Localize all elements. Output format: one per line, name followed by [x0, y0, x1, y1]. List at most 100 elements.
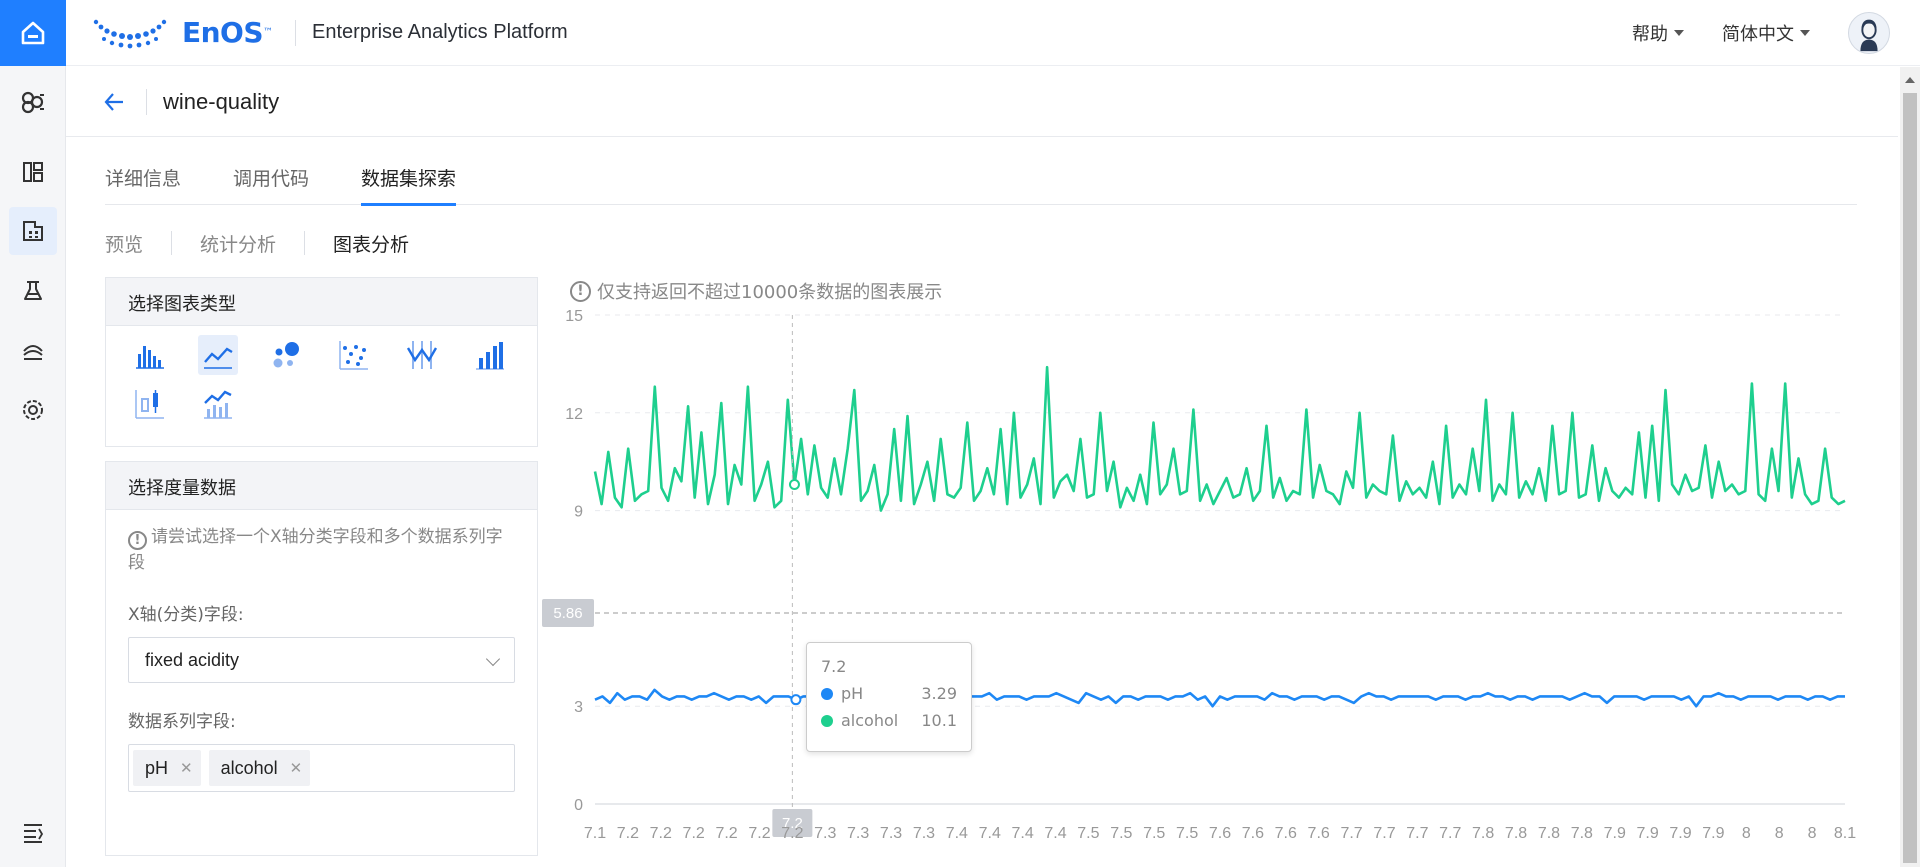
x-tick-label: 7.8 [1538, 825, 1560, 842]
help-menu[interactable]: 帮助 [1632, 20, 1684, 46]
subtab-statistics[interactable]: 统计分析 [200, 233, 277, 256]
x-tick-label: 7.2 [748, 825, 770, 842]
x-tick-label: 7.2 [617, 825, 639, 842]
series-field-label: 数据系列字段: [128, 712, 236, 732]
user-avatar-icon [1849, 13, 1889, 53]
x-pointer-badge [772, 809, 813, 837]
x-tick-label: 7.5 [1143, 825, 1165, 842]
home-button[interactable] [0, 0, 66, 66]
page-scrollbar[interactable] [1900, 67, 1920, 867]
brand[interactable]: EnOS ™ Enterprise Analytics Platform [92, 16, 568, 50]
nav-dashboard[interactable] [9, 148, 57, 196]
x-tick-label: 7.2 [781, 825, 803, 842]
chart-type-scatter[interactable] [334, 335, 374, 375]
subtab-chart-analysis[interactable]: 图表分析 [333, 233, 410, 256]
x-field-select[interactable]: fixed acidity [128, 637, 515, 683]
x-tick-label: 7.8 [1505, 825, 1527, 842]
x-tick-label: 8 [1775, 825, 1784, 842]
nav-settings[interactable] [9, 386, 57, 434]
y-pointer-badge [542, 598, 594, 627]
x-tick-label: 7.4 [979, 825, 1001, 842]
series-tag-label: alcohol [220, 757, 278, 778]
scroll-up-icon[interactable] [1905, 77, 1915, 83]
avatar[interactable] [1848, 12, 1890, 54]
x-tick-label: 7.6 [1308, 825, 1330, 842]
nav-collapse[interactable] [9, 808, 57, 856]
tab-details[interactable]: 详细信息 [105, 168, 182, 190]
x-tick-label: 7.5 [1176, 825, 1198, 842]
series-tag: pH ✕ [133, 750, 201, 786]
x-tick-label: 8 [1808, 825, 1817, 842]
y-pointer-label: 5.86 [553, 605, 582, 622]
tooltip-row: alcohol 10.1 [821, 711, 957, 730]
back-button[interactable] [102, 90, 126, 114]
x-tick-label: 7.6 [1209, 825, 1231, 842]
series-tag: alcohol ✕ [208, 750, 311, 786]
x-tick-label: 7.5 [1110, 825, 1132, 842]
y-tick-label: 0 [574, 797, 583, 814]
language-menu[interactable]: 简体中文 [1722, 20, 1810, 46]
close-icon[interactable]: ✕ [289, 760, 303, 777]
chart-type-list [106, 326, 537, 446]
model-icon [21, 91, 44, 114]
x-tick-label: 7.2 [650, 825, 672, 842]
x-pointer-label: 7.2 [782, 815, 803, 832]
nav-lab[interactable] [9, 267, 57, 315]
scroll-thumb[interactable] [1903, 93, 1917, 863]
chart-type-line[interactable] [198, 335, 238, 375]
measure-panel: 选择度量数据 ! 请尝试选择一个X轴分类字段和多个数据系列字段 X轴(分类)字段:… [105, 461, 538, 856]
x-tick-label: 7.9 [1604, 825, 1626, 842]
tab-api-code[interactable]: 调用代码 [233, 168, 310, 190]
bubble-chart-icon [273, 342, 299, 368]
brand-divider [295, 19, 297, 46]
main-tabs: 详细信息 调用代码 数据集探索 [105, 150, 1857, 206]
nav-model[interactable] [9, 78, 57, 126]
close-icon[interactable]: ✕ [180, 760, 193, 777]
chart-type-bar[interactable] [130, 335, 170, 375]
tab-dataset-explore[interactable]: 数据集探索 [361, 150, 457, 206]
subtab-divider [171, 231, 173, 255]
series-tag-label: pH [145, 757, 169, 778]
arrow-left-icon [104, 92, 123, 111]
tooltip-series-name: alcohol [841, 711, 899, 730]
chart-notice-text: 仅支持返回不超过10000条数据的图表展示 [597, 282, 943, 303]
page-title: wine-quality [163, 88, 280, 114]
candlestick-chart-icon [406, 341, 438, 369]
nav-dataset[interactable] [9, 207, 57, 255]
info-icon: ! [128, 531, 147, 550]
subtab-preview[interactable]: 预览 [105, 233, 144, 256]
x-tick-label: 7.7 [1373, 825, 1395, 842]
tooltip-series-value: 10.1 [921, 711, 957, 730]
x-field-label: X轴(分类)字段: [128, 605, 244, 625]
caret-down-icon [1800, 30, 1810, 36]
legend-dot-icon [821, 714, 833, 727]
x-tick-label: 7.7 [1439, 825, 1461, 842]
bar-chart-icon [136, 346, 164, 369]
x-tick-label: 7.1 [584, 825, 606, 842]
x-tick-label: 7.4 [1044, 825, 1066, 842]
info-icon: ! [570, 280, 591, 302]
hover-marker-alcohol [788, 479, 800, 491]
dataset-icon [23, 221, 43, 241]
y-tick-label: 12 [565, 406, 583, 423]
chart-pointer: 5.86 7.2 [542, 315, 1845, 837]
chart-type-boxplot[interactable] [130, 384, 170, 424]
histogram-icon [476, 342, 504, 370]
brand-trademark: ™ [263, 27, 274, 38]
boxplot-icon [135, 390, 164, 419]
chart-type-histogram[interactable] [470, 335, 510, 375]
y-tick-label: 9 [574, 504, 583, 521]
x-tick-label: 7.8 [1472, 825, 1494, 842]
series-field-select[interactable]: pH ✕ alcohol ✕ [128, 744, 515, 792]
x-tick-label: 8 [1742, 825, 1751, 842]
nav-deploy[interactable] [9, 326, 57, 374]
x-tick-label: 7.3 [913, 825, 935, 842]
chart-type-candlestick[interactable] [402, 335, 442, 375]
x-tick-label: 7.9 [1637, 825, 1659, 842]
chart-type-bubble[interactable] [266, 335, 306, 375]
chart-type-combo[interactable] [198, 384, 238, 424]
tooltip-series-value: 3.29 [921, 684, 957, 703]
chart-type-panel-title: 选择图表类型 [106, 278, 537, 326]
